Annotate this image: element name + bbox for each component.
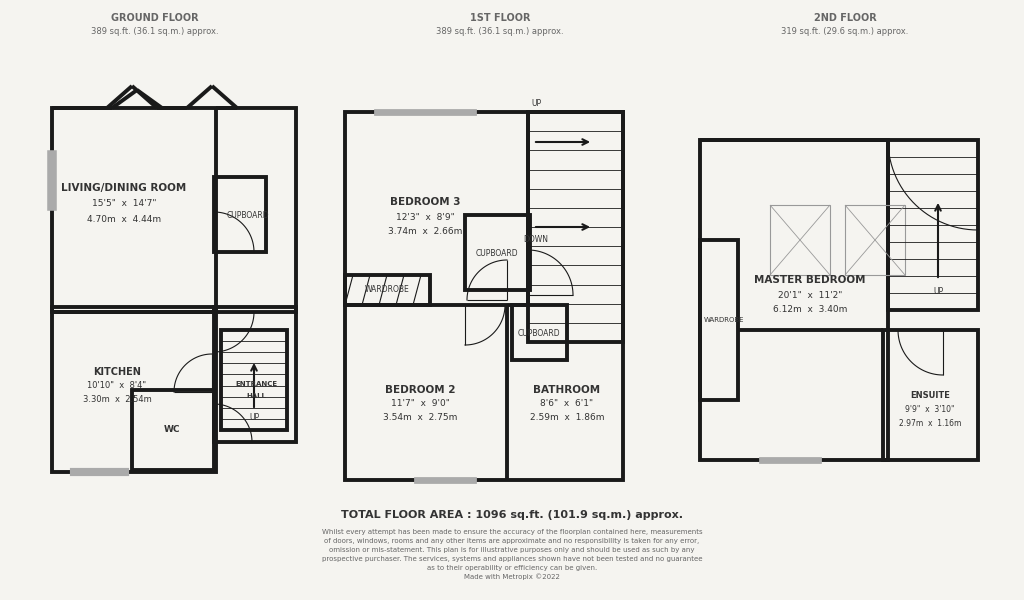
Bar (700, 240, 738, 400)
Text: 389 sq.ft. (36.1 sq.m.) approx.: 389 sq.ft. (36.1 sq.m.) approx. (436, 28, 564, 37)
Bar (221, 330, 287, 430)
Bar (465, 215, 530, 290)
Text: ENSUITE: ENSUITE (910, 391, 950, 400)
Bar (50, 153, 54, 208)
Text: TOTAL FLOOR AREA : 1096 sq.ft. (101.9 sq.m.) approx.: TOTAL FLOOR AREA : 1096 sq.ft. (101.9 sq… (341, 510, 683, 520)
Bar (760, 458, 820, 462)
Text: Made with Metropix ©2022: Made with Metropix ©2022 (464, 574, 560, 580)
Bar (375, 110, 475, 114)
Bar (52, 108, 296, 312)
Text: CUPBOARD: CUPBOARD (476, 248, 518, 257)
Text: as to their operability or efficiency can be given.: as to their operability or efficiency ca… (427, 565, 597, 571)
Text: BATHROOM: BATHROOM (534, 385, 600, 395)
Text: GROUND FLOOR: GROUND FLOOR (112, 13, 199, 23)
Text: UP: UP (933, 287, 943, 296)
Text: Whilst every attempt has been made to ensure the accuracy of the floorplan conta: Whilst every attempt has been made to en… (322, 529, 702, 535)
Bar (528, 112, 623, 342)
Text: WARDROBE: WARDROBE (705, 317, 744, 323)
Text: 319 sq.ft. (29.6 sq.m.) approx.: 319 sq.ft. (29.6 sq.m.) approx. (781, 28, 908, 37)
Bar (770, 205, 830, 275)
Text: of doors, windows, rooms and any other items are approximate and no responsibili: of doors, windows, rooms and any other i… (325, 538, 699, 544)
Text: 8'6"  x  6'1": 8'6" x 6'1" (541, 400, 594, 409)
Text: 2.97m  x  1.16m: 2.97m x 1.16m (899, 419, 962, 428)
Text: 3.30m  x  2.54m: 3.30m x 2.54m (83, 395, 152, 404)
Text: 4.70m  x  4.44m: 4.70m x 4.44m (87, 214, 161, 223)
Bar (700, 140, 888, 460)
Bar (512, 305, 567, 360)
Text: 15'5"  x  14'7": 15'5" x 14'7" (92, 199, 157, 208)
Bar (72, 470, 127, 474)
Text: DOWN: DOWN (523, 235, 549, 244)
Text: UP: UP (530, 100, 541, 109)
Bar (415, 478, 475, 482)
Text: WC: WC (164, 425, 180, 434)
Text: 3.74m  x  2.66m: 3.74m x 2.66m (388, 226, 462, 235)
Bar (845, 205, 905, 275)
Text: 3.54m  x  2.75m: 3.54m x 2.75m (383, 413, 457, 422)
Text: LIVING/DINING ROOM: LIVING/DINING ROOM (61, 183, 186, 193)
Text: HALL: HALL (246, 393, 266, 399)
Bar (52, 307, 216, 472)
Text: omission or mis-statement. This plan is for illustrative purposes only and shoul: omission or mis-statement. This plan is … (330, 547, 694, 553)
Text: BEDROOM 3: BEDROOM 3 (390, 197, 460, 207)
Text: UP: UP (249, 413, 259, 422)
Bar (132, 390, 214, 470)
Bar (345, 275, 430, 305)
Text: 6.12m  x  3.40m: 6.12m x 3.40m (773, 305, 847, 314)
Text: KITCHEN: KITCHEN (93, 367, 141, 377)
Bar (888, 140, 978, 310)
Text: 10'10"  x  8'4": 10'10" x 8'4" (87, 382, 146, 391)
Text: CUPBOARD: CUPBOARD (518, 329, 560, 337)
Text: 1ST FLOOR: 1ST FLOOR (470, 13, 530, 23)
Text: WARDROBE: WARDROBE (365, 286, 410, 295)
Text: 12'3"  x  8'9": 12'3" x 8'9" (395, 212, 455, 221)
Text: ENTRANCE: ENTRANCE (234, 381, 278, 387)
Text: 20'1"  x  11'2": 20'1" x 11'2" (778, 290, 842, 299)
Bar (883, 330, 978, 460)
Text: 389 sq.ft. (36.1 sq.m.) approx.: 389 sq.ft. (36.1 sq.m.) approx. (91, 28, 219, 37)
Text: prospective purchaser. The services, systems and appliances shown have not been : prospective purchaser. The services, sys… (322, 556, 702, 562)
Bar (214, 177, 266, 252)
Bar (345, 112, 623, 480)
Bar (214, 307, 296, 442)
Text: 9'9"  x  3'10": 9'9" x 3'10" (905, 406, 954, 415)
Text: 11'7"  x  9'0": 11'7" x 9'0" (390, 400, 450, 409)
Text: CUPBOARD: CUPBOARD (226, 211, 269, 220)
Text: 2ND FLOOR: 2ND FLOOR (814, 13, 877, 23)
Text: 2.59m  x  1.86m: 2.59m x 1.86m (529, 413, 604, 422)
Text: BEDROOM 2: BEDROOM 2 (385, 385, 456, 395)
Text: MASTER BEDROOM: MASTER BEDROOM (755, 275, 865, 285)
